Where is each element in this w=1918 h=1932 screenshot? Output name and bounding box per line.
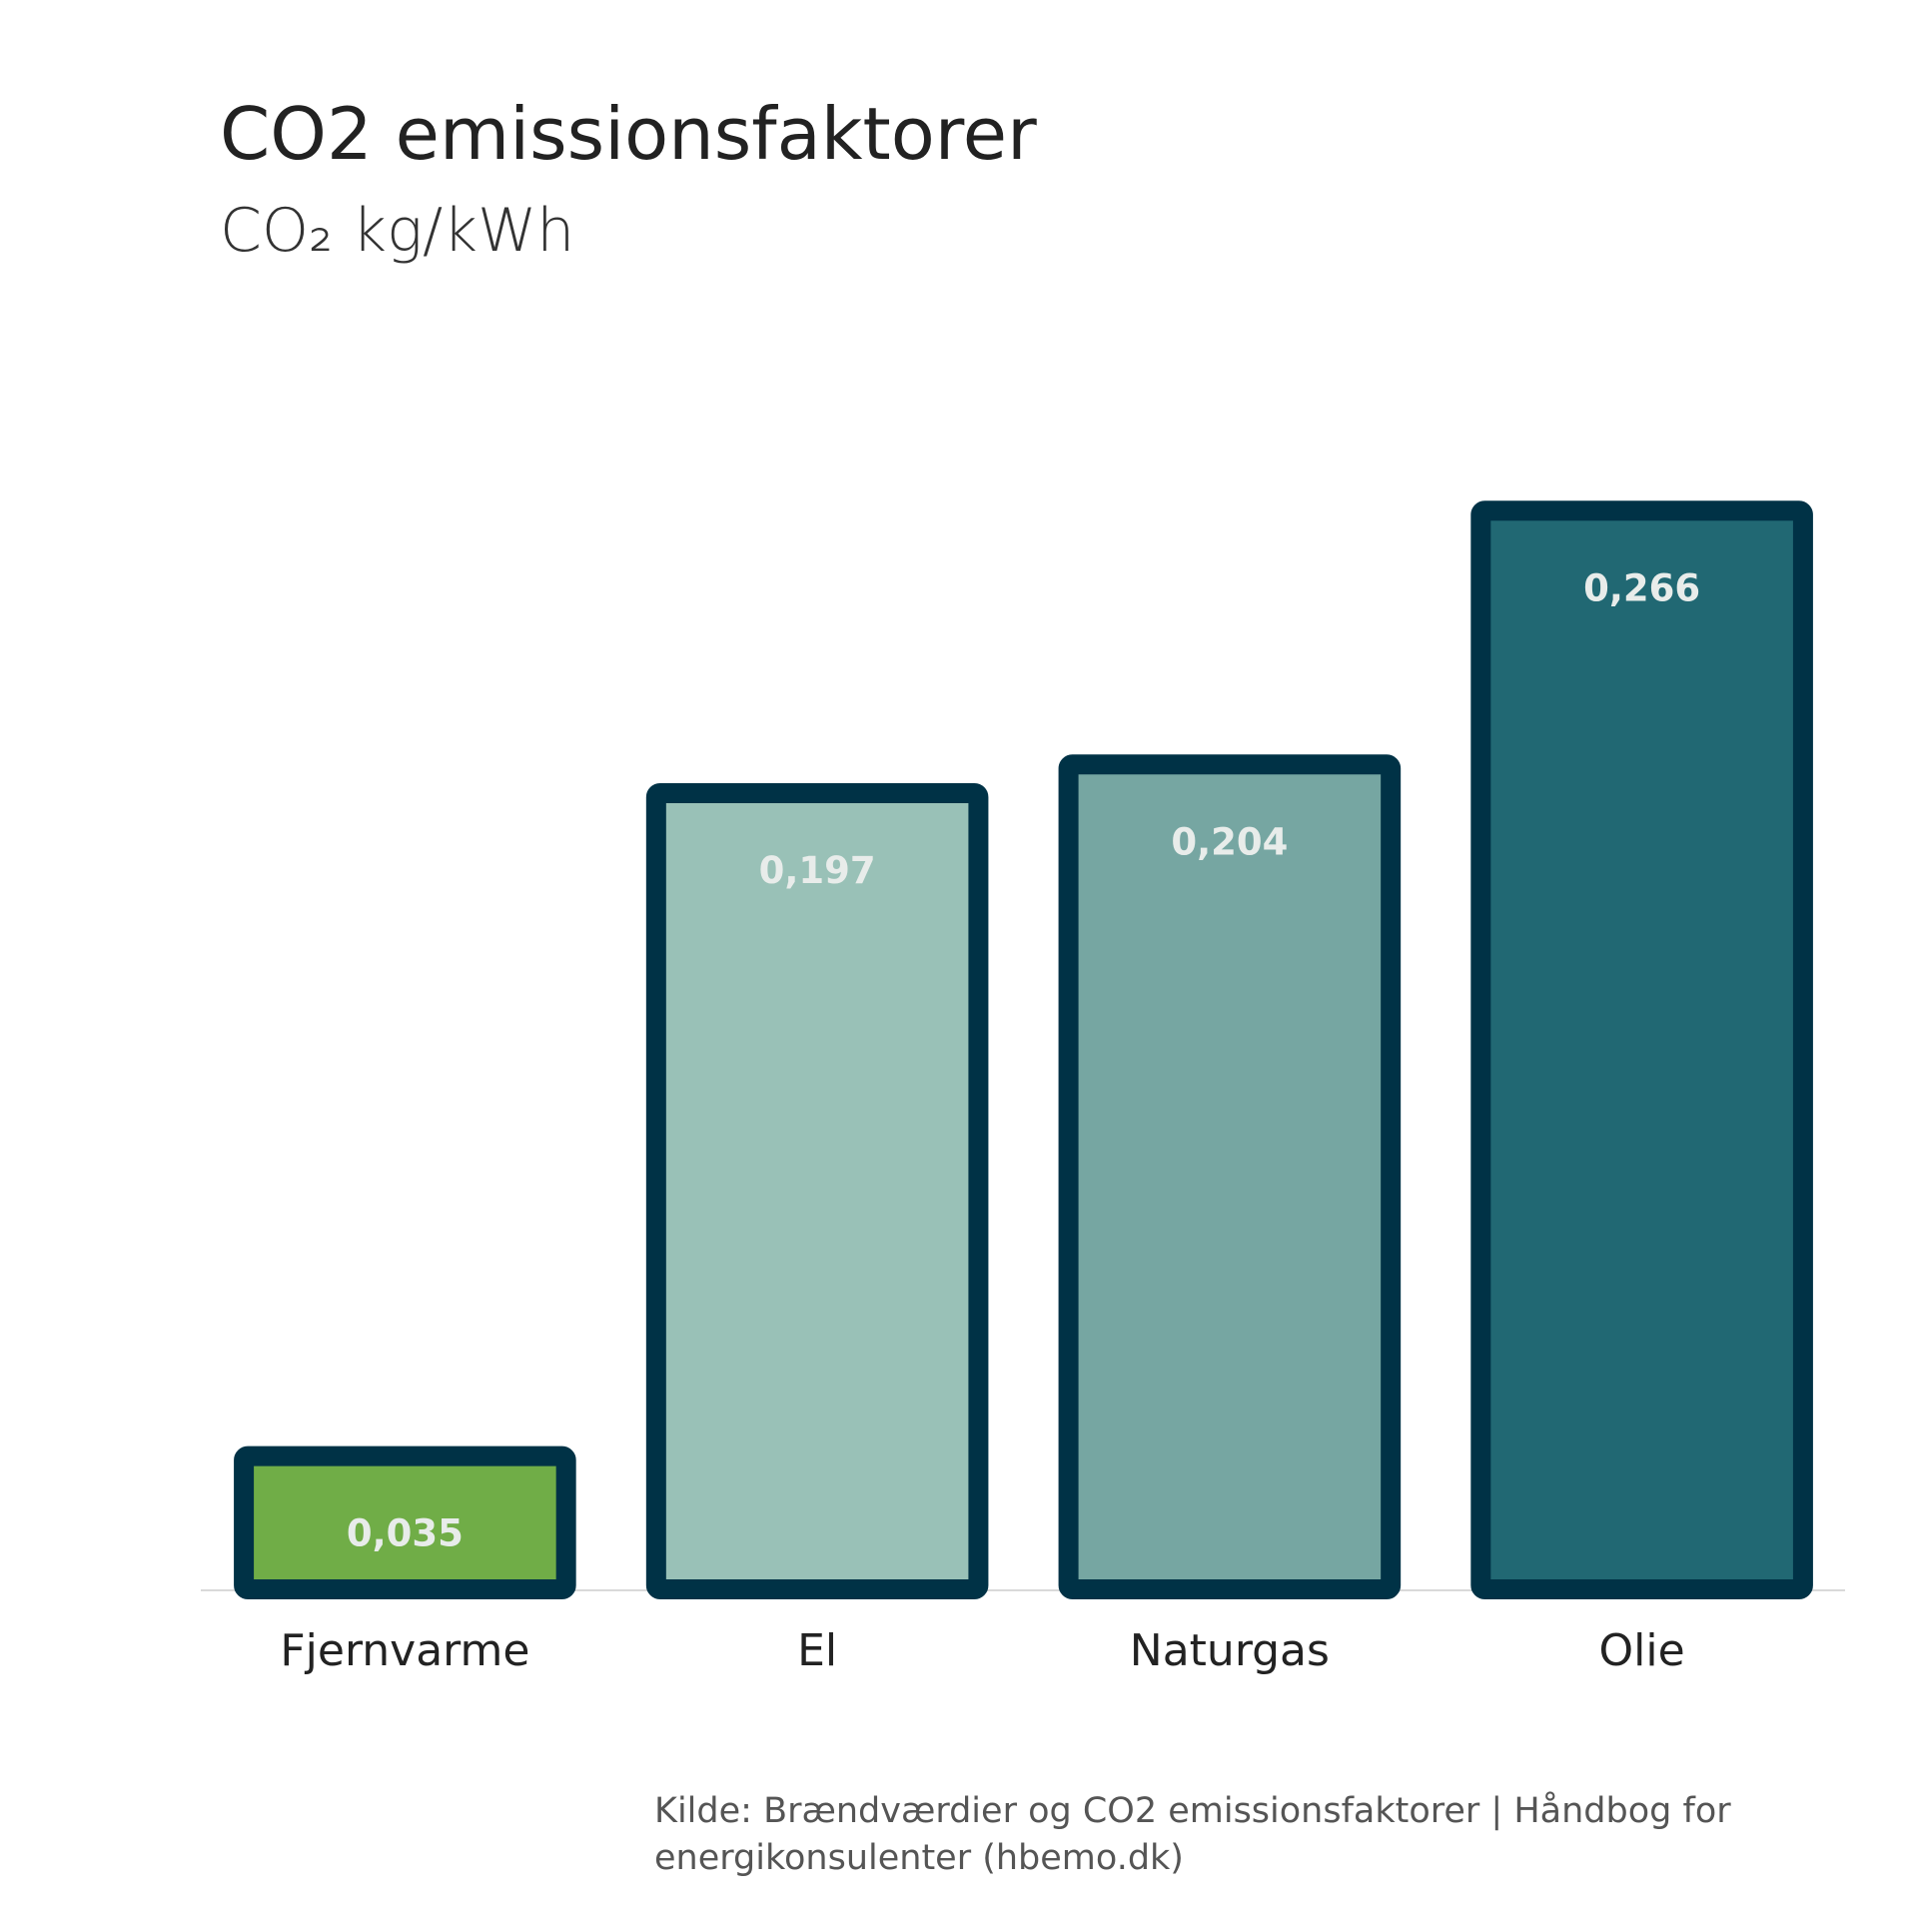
value-label: 0,266 [1583,566,1700,609]
bar [645,782,989,1599]
source-box: Kilde: Brændværdier og CO2 emissionsfakt… [654,1791,1731,1878]
value-label: 0,204 [1171,820,1288,863]
bar [234,1446,576,1600]
bar [1470,500,1813,1600]
value-label: 0,197 [759,849,876,892]
chart-title: CO2 emissionsfaktorer [220,92,1037,176]
value-label: 0,035 [347,1512,464,1555]
chart-subtitle: CO₂ kg/kWh [220,196,574,266]
bar [1058,754,1402,1599]
x-tick-label: Naturgas [1130,1625,1330,1676]
x-tick-label: Fjernvarme [280,1625,529,1676]
source: Kilde: Brændværdier og CO2 emissionsfakt… [654,1791,1731,1878]
x-tick-label: Olie [1599,1625,1685,1676]
x-tick-label: El [797,1625,837,1676]
